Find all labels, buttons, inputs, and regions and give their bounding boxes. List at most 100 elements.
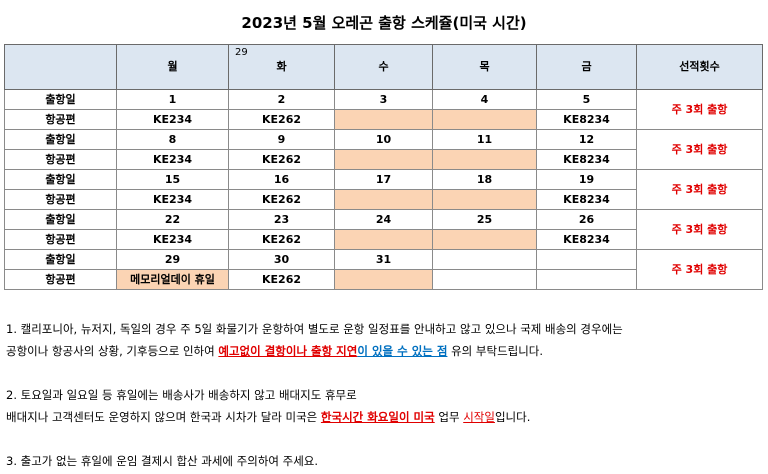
date-cell: 17	[334, 169, 433, 190]
row-label-flight: 항공편	[4, 269, 117, 290]
header-wed: 수	[334, 44, 433, 90]
flight-cell	[536, 269, 637, 290]
date-cell: 24	[334, 209, 433, 230]
flight-row: 항공편 메모리얼데이 휴일 KE262	[4, 269, 763, 290]
date-row: 출항일 1 2 3 4 5 주 3회 출항	[4, 89, 763, 130]
spacer	[6, 362, 764, 384]
date-cell: 16	[228, 169, 335, 190]
date-cell: 2	[228, 89, 335, 110]
flight-row: 항공편 KE234 KE262 KE8234	[4, 109, 763, 130]
shipping-frequency-note: 주 3회 출항	[636, 129, 763, 170]
shipping-frequency-note: 주 3회 출항	[636, 249, 763, 290]
date-cell	[536, 249, 637, 270]
header-fri: 금	[536, 44, 637, 90]
flight-cell	[334, 109, 433, 130]
flight-cell	[334, 229, 433, 250]
row-label-date: 출항일	[4, 209, 117, 230]
flight-cell	[432, 109, 537, 130]
header-thu: 목	[432, 44, 537, 90]
date-cell: 15	[116, 169, 229, 190]
flight-cell: KE8234	[536, 109, 637, 130]
flight-row: 항공편 KE234 KE262 KE8234	[4, 189, 763, 210]
note-3: 3. 출고가 없는 휴일에 운임 결제시 합산 과세에 주의하여 주세요.	[6, 454, 319, 468]
date-cell	[432, 249, 537, 270]
row-label-flight: 항공편	[4, 189, 117, 210]
date-row: 출항일 15 16 17 18 19 주 3회 출항	[4, 169, 763, 210]
holiday-cell: 메모리얼데이 휴일	[116, 269, 229, 290]
header-tue: 29 화	[228, 44, 335, 90]
note-1-line-1: 1. 캘리포니아, 뉴저지, 독일의 경우 주 5일 화물기가 운항하여 별도로…	[6, 322, 623, 336]
date-cell: 12	[536, 129, 637, 150]
date-cell: 18	[432, 169, 537, 190]
spacer	[6, 428, 764, 450]
note-2-start-day: 시작일	[463, 410, 495, 424]
shipping-frequency-note: 주 3회 출항	[636, 169, 763, 210]
date-cell: 5	[536, 89, 637, 110]
date-row: 출항일 8 9 10 11 12 주 3회 출항	[4, 129, 763, 170]
notes-section: 1. 캘리포니아, 뉴저지, 독일의 경우 주 5일 화물기가 운항하여 별도로…	[6, 318, 764, 472]
date-cell: 10	[334, 129, 433, 150]
flight-cell: KE8234	[536, 189, 637, 210]
flight-row: 항공편 KE234 KE262 KE8234	[4, 229, 763, 250]
note-1-warning: 예고없이 결항이나 출항 지연	[218, 344, 358, 358]
flight-cell	[432, 269, 537, 290]
date-cell: 1	[116, 89, 229, 110]
header-tue-label: 화	[276, 60, 287, 73]
flight-cell: KE8234	[536, 229, 637, 250]
note-2-mid: 업무	[434, 410, 464, 424]
flight-cell: KE8234	[536, 149, 637, 170]
flight-cell	[432, 149, 537, 170]
flight-cell: KE234	[116, 109, 229, 130]
note-2-line-2: 배대지나 고객센터도 운영하지 않으며 한국과 시차가 달라 미국은 한국시간 …	[6, 406, 764, 428]
date-cell: 26	[536, 209, 637, 230]
row-label-date: 출항일	[4, 169, 117, 190]
date-cell: 30	[228, 249, 335, 270]
date-cell: 29	[116, 249, 229, 270]
flight-cell: KE262	[228, 109, 335, 130]
note-1-text: 공항이나 항공사의 상황, 기후등으로 인하여	[6, 344, 219, 358]
date-cell: 19	[536, 169, 637, 190]
row-label-flight: 항공편	[4, 149, 117, 170]
date-cell: 25	[432, 209, 537, 230]
date-cell: 11	[432, 129, 537, 150]
header-corner	[4, 44, 117, 90]
flight-cell: KE262	[228, 149, 335, 170]
note-2-text: 배대지나 고객센터도 운영하지 않으며 한국과 시차가 달라 미국은	[6, 410, 321, 424]
note-1-emphasis: 이 있을 수 있는 점	[357, 344, 448, 358]
note-2-warning: 한국시간 화요일이 미국	[320, 410, 435, 424]
row-label-flight: 항공편	[4, 109, 117, 130]
shipping-frequency-note: 주 3회 출항	[636, 209, 763, 250]
header-row: 월 29 화 수 목 금 선적횟수	[4, 44, 763, 90]
flight-cell	[432, 229, 537, 250]
flight-cell	[334, 149, 433, 170]
note-1-line-2: 공항이나 항공사의 상황, 기후등으로 인하여 예고없이 결항이나 출항 지연이…	[6, 340, 764, 362]
date-cell: 9	[228, 129, 335, 150]
date-cell: 8	[116, 129, 229, 150]
flight-cell: KE234	[116, 189, 229, 210]
note-1-tail: 유의 부탁드립니다.	[447, 344, 544, 358]
flight-cell: KE262	[228, 189, 335, 210]
date-cell: 31	[334, 249, 433, 270]
header-tue-superscript: 29	[235, 47, 248, 58]
page-title: 2023년 5월 오레곤 출항 스케쥴(미국 시간)	[241, 14, 527, 32]
date-cell: 22	[116, 209, 229, 230]
date-cell: 3	[334, 89, 433, 110]
row-label-date: 출항일	[4, 249, 117, 270]
date-row: 출항일 22 23 24 25 26 주 3회 출항	[4, 209, 763, 250]
schedule-table: 월 29 화 수 목 금 선적횟수 출항일 1 2 3 4 5 주 3회 출항 항…	[4, 44, 763, 290]
note-2-line-1: 2. 토요일과 일요일 등 휴일에는 배송사가 배송하지 않고 배대지도 휴무로	[6, 388, 357, 402]
row-label-flight: 항공편	[4, 229, 117, 250]
header-mon: 월	[116, 44, 229, 90]
flight-cell	[432, 189, 537, 210]
flight-cell: KE262	[228, 269, 335, 290]
flight-cell: KE234	[116, 229, 229, 250]
date-cell: 4	[432, 89, 537, 110]
date-cell: 23	[228, 209, 335, 230]
flight-cell	[334, 189, 433, 210]
shipping-frequency-note: 주 3회 출항	[636, 89, 763, 130]
flight-cell	[334, 269, 433, 290]
header-count: 선적횟수	[636, 44, 763, 90]
date-row: 출항일 29 30 31 주 3회 출항	[4, 249, 763, 290]
row-label-date: 출항일	[4, 129, 117, 150]
